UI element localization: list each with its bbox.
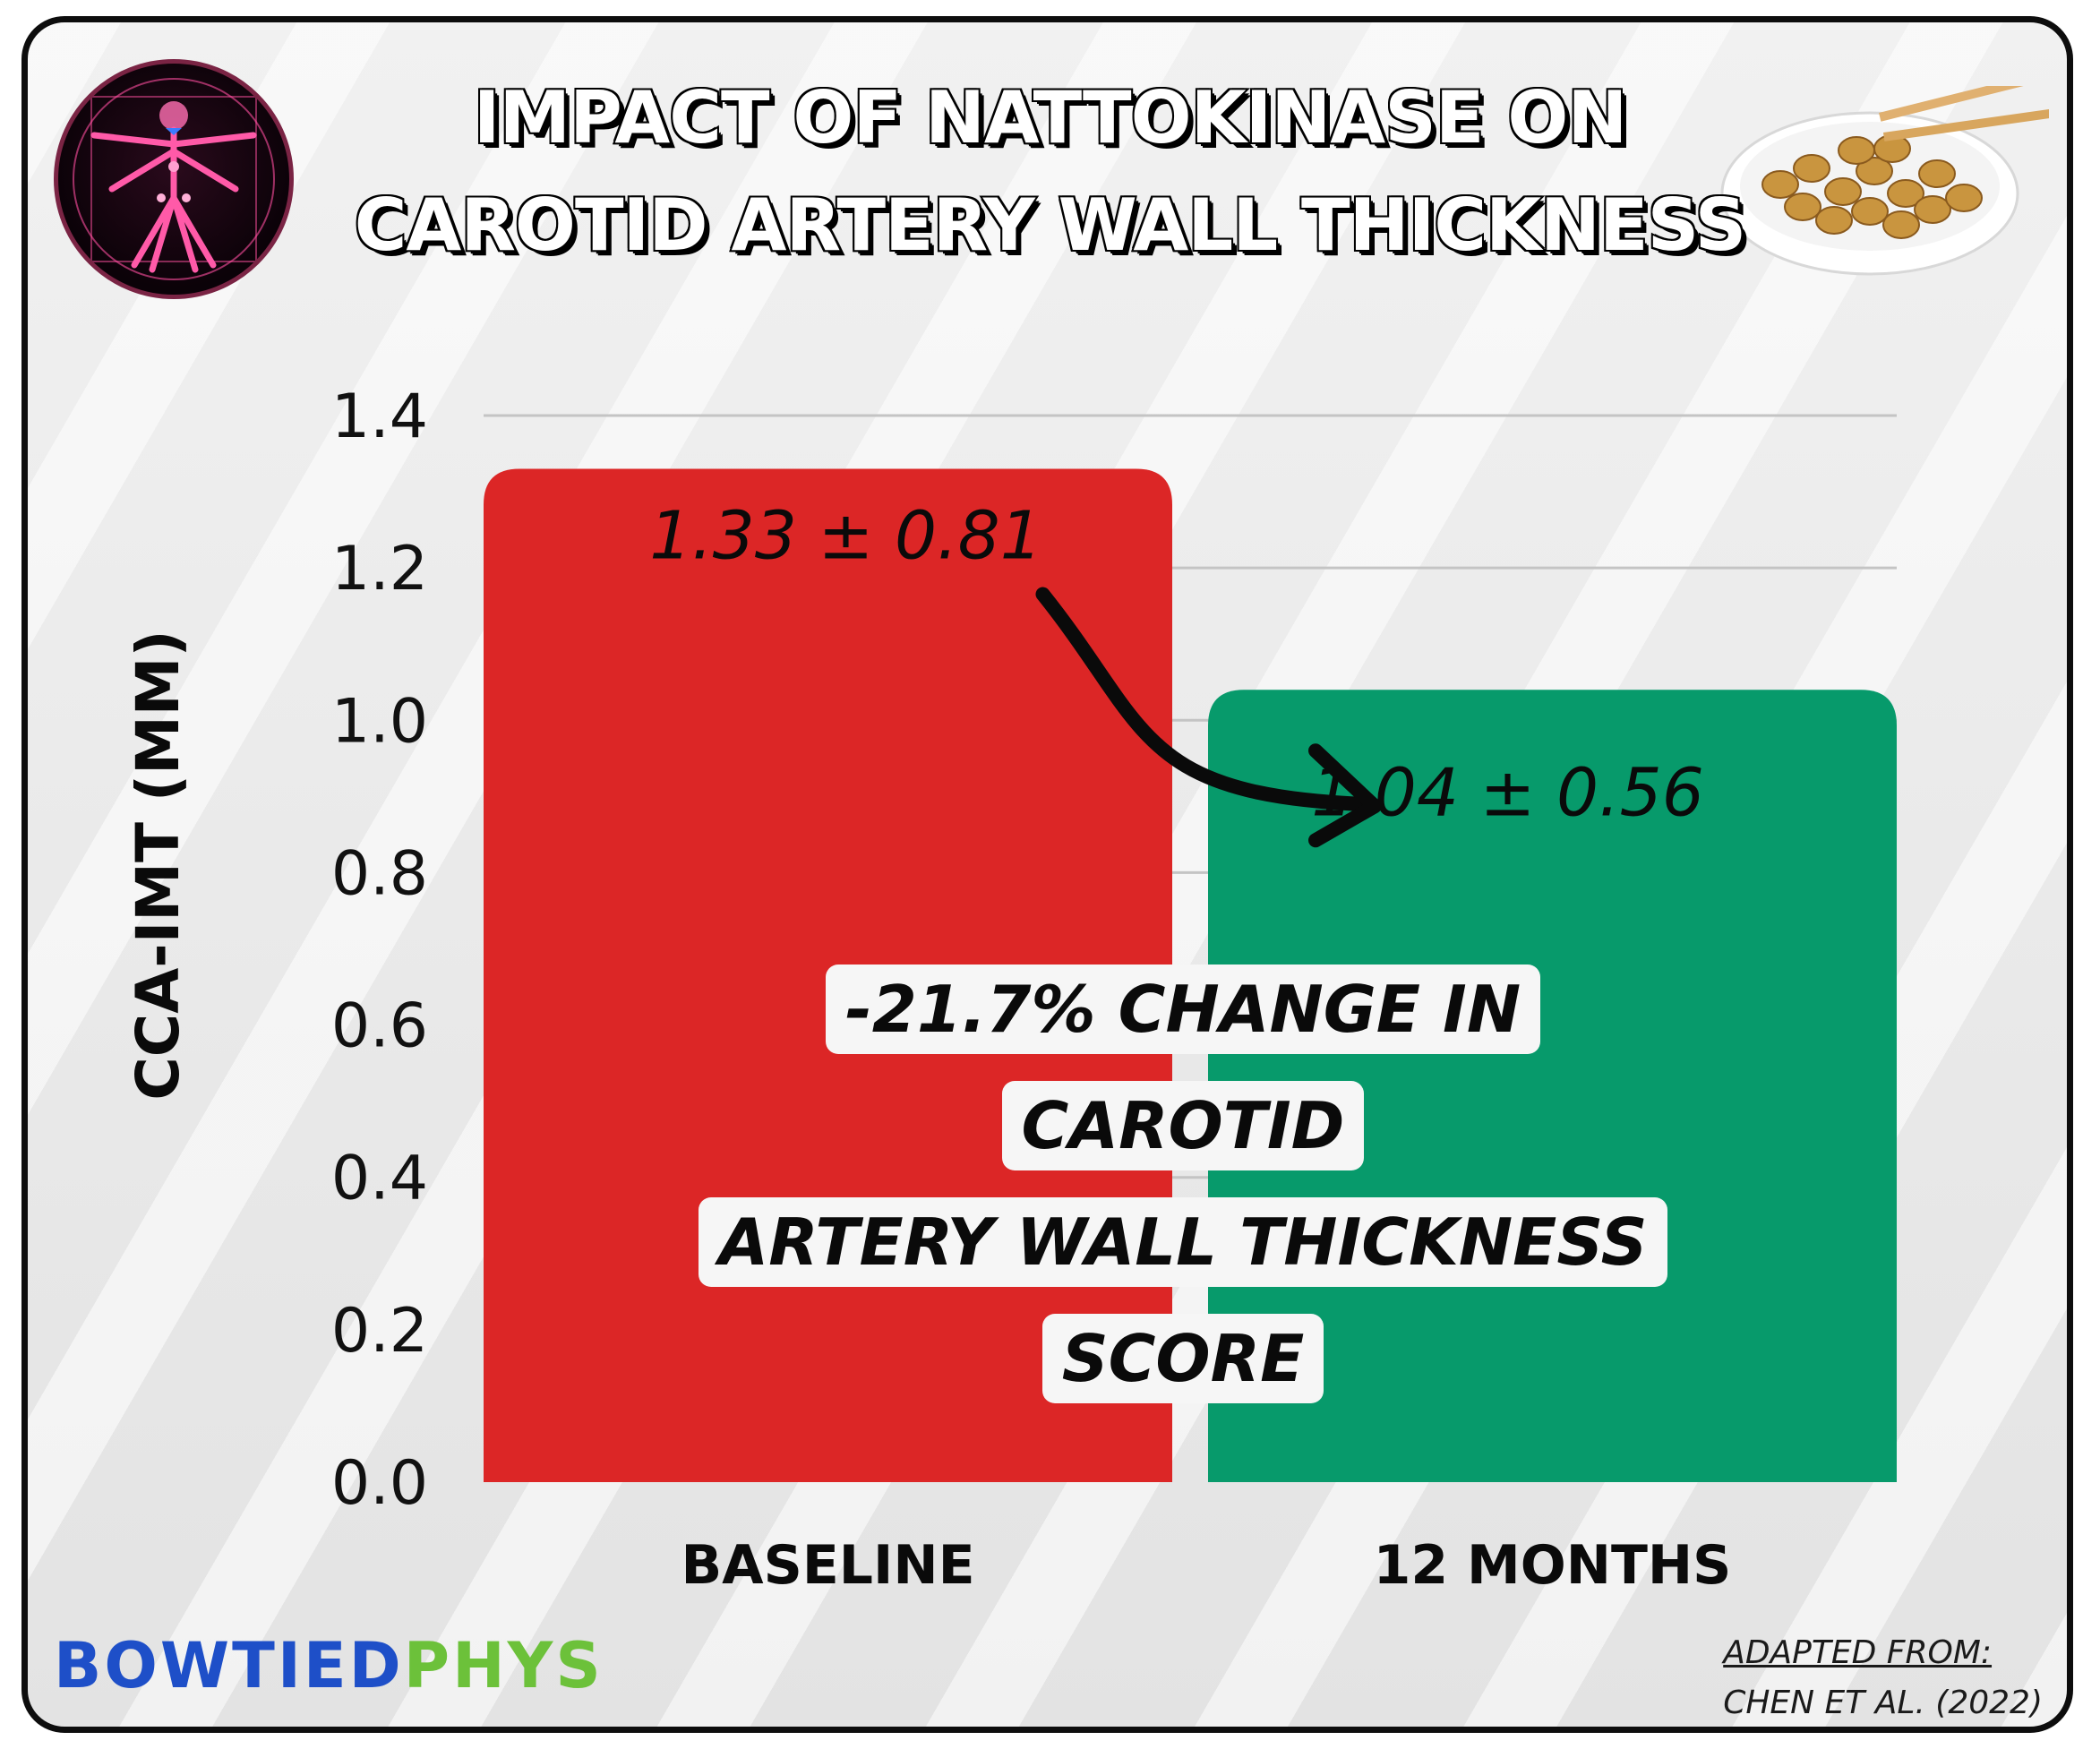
chart-title: IMPACT OF NATTOKINASE ON CAROTID ARTERY … — [0, 64, 2100, 279]
source-line-2: CHEN ET AL. (2022) — [1723, 1685, 2043, 1721]
brand-logo-part-2: PHYS — [403, 1629, 604, 1702]
data-label: 1.33 ± 0.81 — [649, 498, 1042, 575]
y-axis-label: CCA-IMT (MM) — [124, 630, 193, 1101]
natto-bowl-icon — [1718, 69, 2062, 283]
brand-logo: BOWTIEDPHYS — [54, 1630, 604, 1702]
arrow-path — [1035, 587, 1376, 812]
x-tick-label: BASELINE — [681, 1534, 974, 1597]
brand-logo-part-1: BOWTIED — [54, 1629, 404, 1702]
change-annotation-line-3: SCORE — [1041, 1314, 1324, 1403]
vitruvian-man-logo-icon — [54, 59, 294, 299]
arrow-head — [1308, 743, 1382, 848]
y-tick-label: 0.6 — [331, 991, 428, 1062]
change-annotation-line-1: -21.7% CHANGE IN CAROTID — [825, 965, 1541, 1170]
source-line-1: ADAPTED FROM: — [1723, 1634, 1993, 1671]
y-tick-label: 1.0 — [331, 686, 428, 757]
x-tick-label: 12 MONTHS — [1374, 1534, 1732, 1597]
y-tick-label: 0.4 — [331, 1144, 428, 1214]
y-tick-label: 0.2 — [331, 1296, 428, 1367]
chart-title-line-1: IMPACT OF NATTOKINASE ON — [472, 74, 1630, 161]
y-tick-label: 1.4 — [331, 382, 428, 452]
y-tick-label: 0.0 — [331, 1448, 428, 1519]
y-tick-label: 1.2 — [331, 534, 428, 604]
y-tick-label: 0.8 — [331, 838, 428, 909]
data-label: 1.04 ± 0.56 — [1311, 754, 1704, 831]
source-citation: ADAPTED FROM: CHEN ET AL. (2022) — [1723, 1628, 2043, 1728]
change-annotation: -21.7% CHANGE IN CAROTID ARTERY WALL THI… — [677, 951, 1689, 1417]
chart-title-line-2: CAROTID ARTERY WALL THICKNESS — [353, 182, 1749, 269]
change-annotation-line-2: ARTERY WALL THICKNESS — [699, 1197, 1667, 1287]
